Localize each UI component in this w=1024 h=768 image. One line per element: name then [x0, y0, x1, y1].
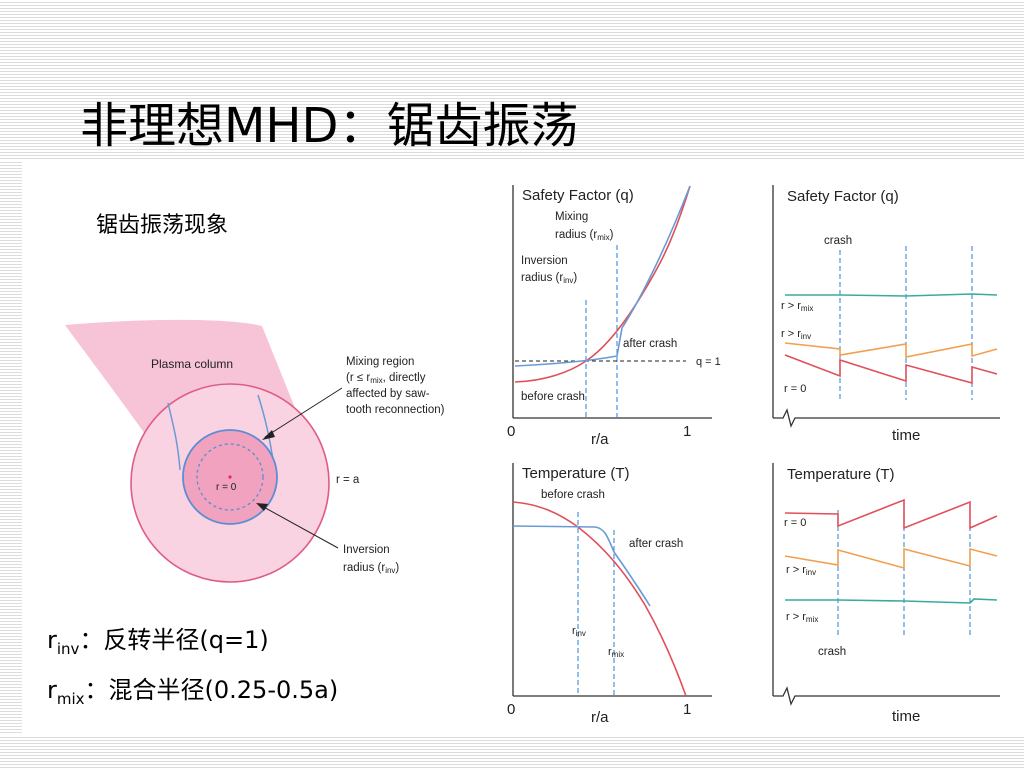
x-axis-label: r/a [591, 431, 609, 448]
panel-title: Temperature (T) [522, 465, 630, 482]
label-r-eq-0: r = 0 [216, 482, 237, 493]
label-r-gt-rmix: r > rmix [781, 300, 813, 313]
t-profile-panel: Temperature (T) before crash after crash… [507, 463, 712, 726]
note-mixing-radius: rmix：混合半径(0.25-0.5a) [47, 670, 338, 708]
striped-background-top [0, 0, 1024, 160]
red-series-r-eq-0 [784, 498, 998, 530]
x-axis-label: time [892, 708, 920, 725]
label-mixing-region: Mixing region (r ≤ rmix, directly affect… [346, 356, 445, 416]
label-r-gt-rinv: r > rinv [786, 564, 816, 577]
panel-title: Temperature (T) [787, 466, 895, 483]
label-rmix: rmix [608, 646, 624, 659]
label-r-eq-0: r = 0 [784, 383, 806, 395]
label-inversion-radius: Inversion radius (rinv) [521, 255, 577, 285]
note-inversion-radius: rinv：反转半径(q=1) [47, 620, 269, 658]
tick-x-0: 0 [507, 423, 515, 440]
label-plasma-column: Plasma column [151, 357, 233, 371]
label-r-gt-rmix: r > rmix [786, 611, 818, 624]
tick-x-0: 0 [507, 701, 515, 718]
after-crash-curve [514, 185, 691, 367]
after-crash-curve [512, 525, 651, 607]
teal-series-r-gt-rmix [785, 598, 998, 604]
label-r-eq-a: r = a [336, 474, 360, 486]
label-inversion-radius: Inversion radius (rinv) [343, 544, 399, 575]
x-axis-label: r/a [591, 709, 609, 726]
label-q-eq-1: q = 1 [696, 356, 721, 368]
center-dot [228, 475, 232, 479]
q-profile-panel: Safety Factor (q) Mixing radius (rmix) I… [507, 185, 721, 448]
inversion-radius-arrow [259, 504, 339, 549]
axis-x-with-break [773, 408, 1000, 428]
label-crash: crash [818, 646, 846, 658]
red-series-r-eq-0 [784, 354, 998, 385]
orange-series-r-gt-rinv [784, 342, 998, 358]
inversion-radius-circle [196, 443, 264, 511]
orange-series-r-gt-rinv [784, 547, 998, 570]
note-subscript: mix [56, 689, 85, 708]
label-before-crash: before crash [541, 489, 605, 501]
slide-subtitle: 锯齿振荡现象 [96, 213, 229, 238]
label-mixing-radius: Mixing radius (rmix) [555, 211, 614, 242]
note-subscript: inv [56, 639, 80, 658]
label-before-crash: before crash [521, 391, 585, 403]
label-after-crash: after crash [629, 538, 683, 550]
label-crash: crash [824, 235, 852, 247]
tick-x-1: 1 [683, 423, 691, 440]
teal-series-r-gt-rmix [785, 293, 998, 297]
inversion-radius-arrowhead [256, 503, 268, 511]
label-r-eq-0: r = 0 [784, 517, 806, 529]
label-rinv: rinv [572, 625, 586, 638]
striped-background-bottom [0, 735, 1024, 768]
column-inner-blue-left [167, 402, 181, 471]
panel-title: Safety Factor (q) [522, 187, 634, 204]
note-symbol: r [47, 626, 57, 654]
t-time-panel: Temperature (T) r = 0 r > rinv r > rmix … [772, 463, 1000, 725]
label-r-gt-rinv: r > rinv [781, 328, 811, 341]
axis-x-with-break [773, 686, 1000, 706]
striped-background-left [0, 160, 22, 768]
x-axis-label: time [892, 427, 920, 444]
mixing-region-arrowhead [262, 430, 275, 440]
mixing-region-arrow [264, 387, 343, 438]
note-symbol: r [47, 676, 57, 704]
slide-title: 非理想MHD：锯齿振荡 [80, 98, 579, 154]
plasma-column-diagram: r = 0 Plasma column Mixing region (r ≤ r… [65, 319, 445, 583]
tick-x-1: 1 [683, 701, 691, 718]
before-crash-curve [514, 185, 691, 383]
before-crash-curve [512, 501, 687, 697]
note-text: ：混合半径(0.25-0.5a) [84, 676, 339, 704]
label-after-crash: after crash [623, 338, 677, 350]
note-text: ：反转半径(q=1) [79, 626, 269, 654]
panel-title: Safety Factor (q) [787, 188, 899, 205]
q-time-panel: Safety Factor (q) crash r > rmix r > rin… [772, 185, 1000, 444]
